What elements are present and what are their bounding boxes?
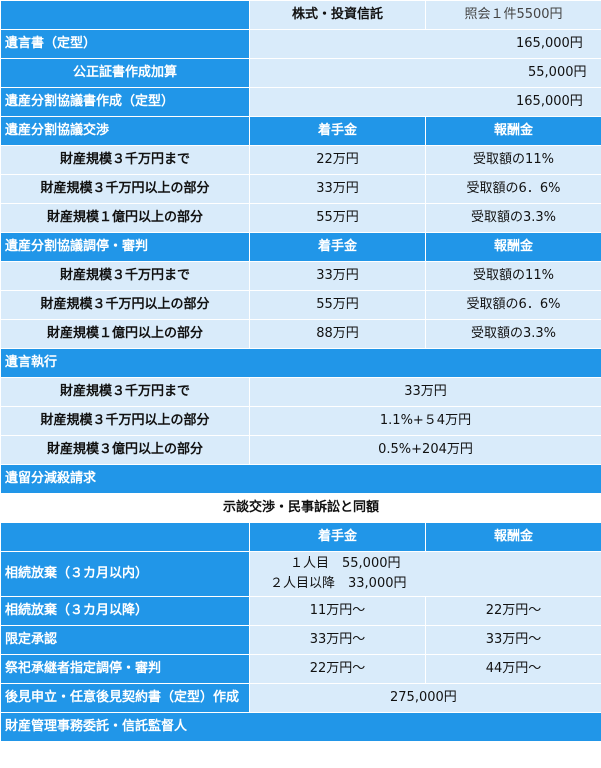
renounce-value: １人目 55,000円 ２人目以降 33,000円 [249,551,601,597]
execution-row: 財産規模３億円以上の部分 0.5%+204万円 [0,435,601,465]
reserved-header: 遺留分減殺請求 [0,464,601,494]
negotiation-row: 財産規模３千万円以上の部分 33万円 受取額の6．6% [0,174,601,204]
header-row: 株式・投資信託 照会１件5500円 [0,0,601,30]
mediation-header: 遺産分割協議調停・審判 着手金 報酬金 [0,232,601,262]
mediation-row-reward: 受取額の3.3% [425,319,601,349]
will-row: 遺言書（定型） 165,000円 [0,29,601,59]
admin-row: 財産管理事務委託・信託監督人 [0,712,601,742]
renounce-after-retainer: 11万円～ [249,596,426,626]
admin-label: 財産管理事務委託・信託監督人 [0,712,601,742]
execution-row-label: 財産規模３千万円以上の部分 [0,406,250,436]
renounce-after-row: 相続放棄（３カ月以降） 11万円～ 22万円～ [0,596,601,626]
misc-header: 着手金 報酬金 [0,522,601,552]
inquiry-fee: 照会１件5500円 [425,0,601,30]
negotiation-row: 財産規模１億円以上の部分 55万円 受取額の3.3% [0,203,601,233]
misc-header-blank [0,522,250,552]
negotiation-retainer-header: 着手金 [249,116,426,146]
negotiation-header: 遺産分割協議交渉 着手金 報酬金 [0,116,601,146]
limited-reward: 33万円～ [425,625,601,655]
negotiation-row-retainer: 22万円 [249,145,426,175]
execution-header: 遺言執行 [0,348,601,378]
negotiation-row-retainer: 33万円 [249,174,426,204]
header-blank [0,0,250,30]
reserved-note: 示談交渉・民事訴訟と同額 [0,493,601,523]
negotiation-row-label: 財産規模１億円以上の部分 [0,203,250,233]
mediation-row-retainer: 33万円 [249,261,426,291]
mediation-row: 財産規模３千万円以上の部分 55万円 受取額の6．6% [0,290,601,320]
mediation-row-label: 財産規模３千万円以上の部分 [0,290,250,320]
renounce-after-reward: 22万円～ [425,596,601,626]
negotiation-row-reward: 受取額の3.3% [425,203,601,233]
renounce-line1: １人目 55,000円 [290,556,401,571]
agreement-doc-label: 遺産分割協議書作成（定型） [0,87,250,117]
mediation-row-label: 財産規模３千万円まで [0,261,250,291]
negotiation-reward-header: 報酬金 [425,116,601,146]
notary-label: 公正証書作成加算 [0,58,250,88]
ritual-row: 祭祀承継者指定調停・審判 22万円～ 44万円～ [0,654,601,684]
mediation-row-retainer: 88万円 [249,319,426,349]
limited-row: 限定承認 33万円～ 33万円～ [0,625,601,655]
mediation-retainer-header: 着手金 [249,232,426,262]
mediation-reward-header: 報酬金 [425,232,601,262]
mediation-row-reward: 受取額の11% [425,261,601,291]
limited-retainer: 33万円～ [249,625,426,655]
execution-row-label: 財産規模３億円以上の部分 [0,435,250,465]
renounce-line2: ２人目以降 33,000円 [270,576,407,591]
execution-row: 財産規模３千万円以上の部分 1.1%+５4万円 [0,406,601,436]
limited-label: 限定承認 [0,625,250,655]
mediation-row-retainer: 55万円 [249,290,426,320]
negotiation-row-label: 財産規模３千万円まで [0,145,250,175]
execution-row-label: 財産規模３千万円まで [0,377,250,407]
reserved-title: 遺留分減殺請求 [0,464,601,494]
notary-price: 55,000円 [249,58,601,88]
misc-reward-header: 報酬金 [425,522,601,552]
guardian-row: 後見申立・任意後見契約書（定型）作成 275,000円 [0,683,601,713]
guardian-label: 後見申立・任意後見契約書（定型）作成 [0,683,250,713]
negotiation-row-retainer: 55万円 [249,203,426,233]
guardian-price: 275,000円 [249,683,601,713]
fee-table: 株式・投資信託 照会１件5500円 遺言書（定型） 165,000円 公正証書作… [0,0,601,742]
execution-row-value: 0.5%+204万円 [249,435,601,465]
notary-row: 公正証書作成加算 55,000円 [0,58,601,88]
negotiation-title: 遺産分割協議交渉 [0,116,250,146]
reserved-note-row: 示談交渉・民事訴訟と同額 [0,493,601,523]
negotiation-row-reward: 受取額の6．6% [425,174,601,204]
stocks-label: 株式・投資信託 [249,0,426,30]
renounce-label: 相続放棄（３カ月以内） [0,551,250,597]
execution-title: 遺言執行 [0,348,601,378]
agreement-doc-price: 165,000円 [249,87,601,117]
negotiation-row-label: 財産規模３千万円以上の部分 [0,174,250,204]
mediation-title: 遺産分割協議調停・審判 [0,232,250,262]
ritual-retainer: 22万円～ [249,654,426,684]
execution-row: 財産規模３千万円まで 33万円 [0,377,601,407]
negotiation-row: 財産規模３千万円まで 22万円 受取額の11% [0,145,601,175]
execution-row-value: 33万円 [249,377,601,407]
mediation-row-label: 財産規模１億円以上の部分 [0,319,250,349]
ritual-label: 祭祀承継者指定調停・審判 [0,654,250,684]
mediation-row-reward: 受取額の6．6% [425,290,601,320]
mediation-row: 財産規模３千万円まで 33万円 受取額の11% [0,261,601,291]
mediation-row: 財産規模１億円以上の部分 88万円 受取額の3.3% [0,319,601,349]
execution-row-value: 1.1%+５4万円 [249,406,601,436]
renounce-after-label: 相続放棄（３カ月以降） [0,596,250,626]
will-label: 遺言書（定型） [0,29,250,59]
will-price: 165,000円 [249,29,601,59]
renounce-row: 相続放棄（３カ月以内） １人目 55,000円 ２人目以降 33,000円 [0,551,601,597]
negotiation-row-reward: 受取額の11% [425,145,601,175]
ritual-reward: 44万円～ [425,654,601,684]
agreement-doc-row: 遺産分割協議書作成（定型） 165,000円 [0,87,601,117]
misc-retainer-header: 着手金 [249,522,426,552]
